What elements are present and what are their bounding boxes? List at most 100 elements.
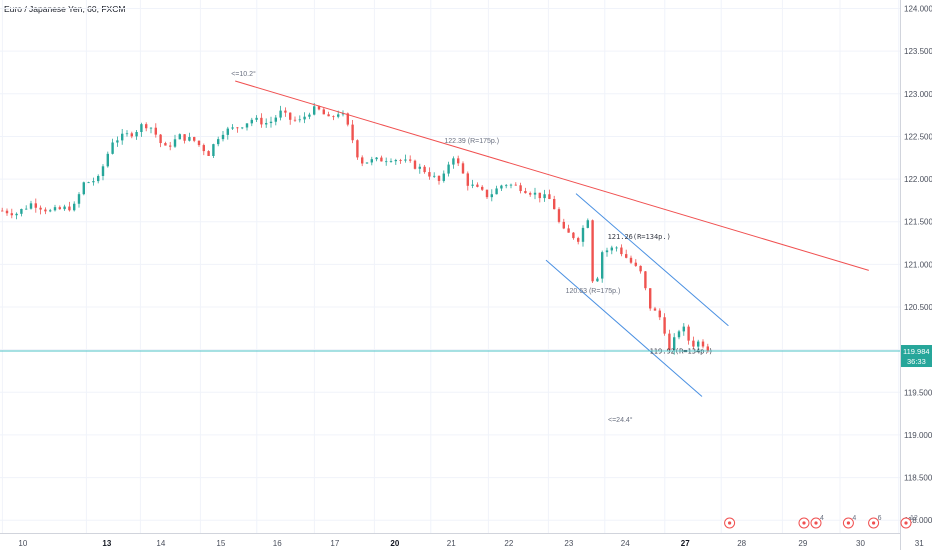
candle-body: [308, 114, 311, 117]
candle-body: [106, 153, 109, 167]
candle-body: [629, 257, 633, 263]
candle-body: [169, 145, 172, 147]
y-tick-label: 121.000: [904, 260, 932, 269]
candle-body: [44, 209, 47, 212]
candle-body: [514, 184, 517, 186]
candle-body: [509, 184, 513, 186]
candle-body: [274, 117, 277, 122]
candle-body: [1, 210, 4, 212]
candle-body: [548, 194, 551, 200]
trendline[interactable]: [575, 193, 729, 327]
candle-body: [346, 113, 349, 125]
x-tick-label: 22: [504, 539, 513, 548]
candle-body: [68, 206, 71, 211]
candle-body: [673, 337, 676, 350]
candle-body: [394, 160, 397, 162]
candle-body: [581, 227, 585, 242]
candle-body: [15, 213, 18, 216]
candle-body: [231, 127, 234, 129]
candle-body: [471, 184, 474, 186]
candle-body: [649, 288, 652, 309]
candle-body: [159, 134, 162, 144]
y-tick-label: 119.000: [904, 431, 932, 440]
candle-body: [63, 206, 66, 210]
candle-body: [221, 134, 225, 140]
candle-body: [135, 131, 138, 137]
event-marker-dot: [802, 521, 806, 525]
x-tick-label: 24: [621, 539, 630, 548]
price-annotation: 122.39 (R=175p.): [444, 138, 499, 145]
event-marker-dot: [872, 521, 876, 525]
event-marker-dot: [728, 521, 732, 525]
candle-body: [385, 161, 388, 163]
event-count: 4: [820, 515, 824, 522]
candle-body: [5, 210, 9, 214]
candle-body: [562, 221, 565, 229]
y-tick-label: 118.000: [904, 516, 932, 525]
x-tick-label: 27: [681, 539, 690, 548]
candle-body: [697, 341, 700, 347]
candle-body: [49, 210, 52, 212]
candle-body: [279, 110, 282, 118]
candle-body: [433, 175, 436, 177]
y-tick-label: 121.500: [904, 218, 932, 227]
candle-body: [87, 182, 90, 184]
candle-body: [677, 331, 681, 338]
candle-body: [77, 194, 81, 204]
event-marker-dot: [846, 521, 851, 525]
candle-body: [572, 232, 575, 239]
y-tick-label: 118.500: [904, 474, 932, 483]
candle-body: [29, 203, 33, 209]
candle-body: [596, 278, 599, 282]
event-marker-dot: [814, 521, 818, 525]
x-tick-label: 28: [737, 539, 746, 548]
y-tick-label: 120.500: [904, 303, 932, 312]
candle-body: [193, 137, 196, 141]
candle-body: [73, 203, 76, 211]
event-count: 12: [910, 515, 918, 522]
candle-body: [687, 326, 690, 341]
candle-body: [116, 140, 119, 143]
x-tick-label: 14: [156, 539, 165, 548]
candle-body: [634, 262, 637, 266]
x-tick-label: 16: [273, 539, 282, 548]
x-tick-label: 17: [330, 539, 339, 548]
candle-body: [615, 247, 618, 249]
y-tick-label: 122.500: [904, 132, 932, 141]
candle-body: [53, 207, 57, 211]
candle-body: [322, 109, 325, 115]
trendline[interactable]: [235, 80, 869, 271]
candle-body: [389, 161, 393, 162]
candle-body: [370, 159, 373, 163]
trendline[interactable]: [545, 259, 703, 397]
candle-body: [365, 162, 369, 164]
x-tick-label: 13: [102, 539, 111, 548]
candle-body: [653, 308, 657, 311]
candle-body: [553, 199, 556, 210]
x-tick-label: 23: [564, 539, 573, 548]
candle-body: [183, 134, 186, 141]
event-count: 6: [878, 515, 882, 522]
trendline-angle-label: <=24.4°: [608, 416, 633, 424]
x-tick-label: 30: [856, 539, 865, 548]
candle-body: [682, 326, 685, 332]
candle-body: [361, 157, 364, 164]
candle-body: [284, 110, 287, 113]
event-count: 4: [852, 515, 856, 522]
candle-body: [298, 119, 301, 121]
x-tick-label: 31: [915, 539, 924, 548]
x-tick-label: 21: [447, 539, 456, 548]
y-tick-label: 123.500: [904, 47, 932, 56]
candle-body: [380, 157, 383, 162]
candle-body: [418, 166, 421, 169]
candle-body: [255, 117, 258, 120]
candle-body: [327, 114, 330, 117]
candle-body: [241, 127, 244, 129]
candle-body: [620, 247, 623, 255]
candle-body: [533, 192, 537, 195]
candle-body: [625, 254, 628, 258]
x-tick-label: 29: [798, 539, 807, 548]
candle-body: [701, 341, 705, 347]
price-annotation: 121.26(R=134p.): [608, 233, 671, 241]
